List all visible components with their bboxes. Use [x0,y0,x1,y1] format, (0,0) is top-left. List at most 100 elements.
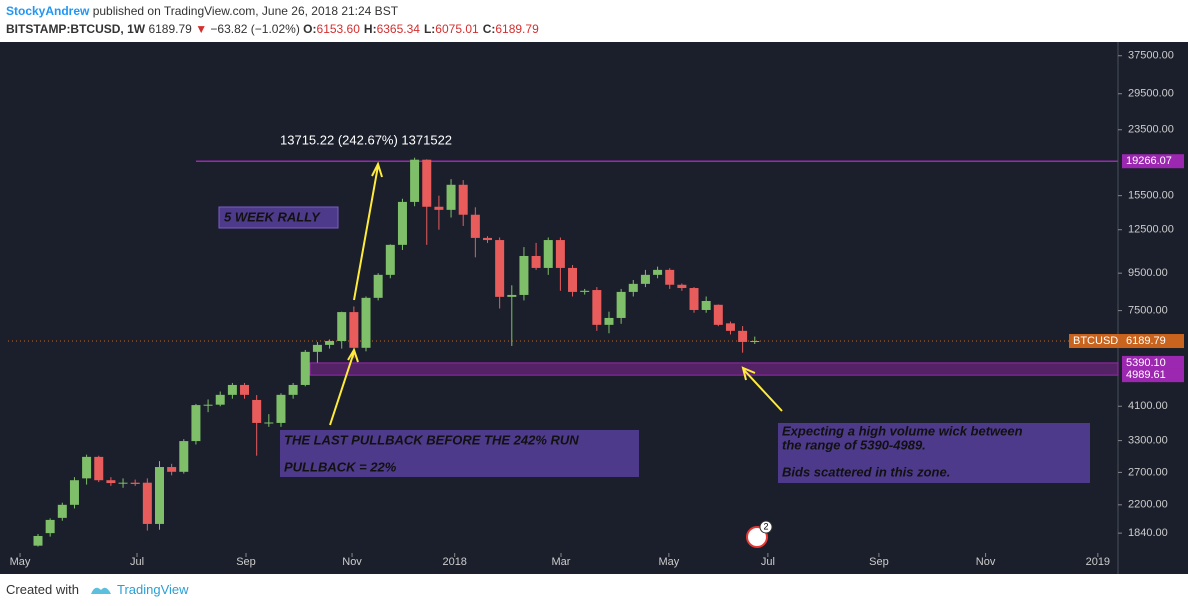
footer: Created with TradingView [0,574,1188,606]
last-price-label: 6189.79 [1126,335,1166,347]
candle-body [531,255,541,268]
y-tick-label: 1840.00 [1128,527,1168,539]
candle-body [94,456,104,481]
measure-label: 13715.22 (242.67%) 1371522 [280,132,452,147]
badge-count [759,520,773,534]
candle-body [130,482,140,484]
candle-body [276,394,286,423]
x-tick-label: 2019 [1086,556,1110,568]
candle-body [264,422,274,424]
candle-body [33,535,43,546]
candle-body [446,184,456,210]
zone-label: 5390.10 [1126,357,1166,369]
candle-body [519,255,529,295]
candle-body [82,456,92,479]
brand[interactable]: TradingView [117,582,189,597]
candle-body [373,274,383,298]
x-tick-label: Sep [236,556,256,568]
x-tick-label: May [10,556,31,568]
expect-text: the range of 5390-4989. [782,437,926,452]
candle-body [738,330,748,342]
candle-body [325,341,335,345]
y-tick-label: 7500.00 [1128,305,1168,317]
candle-body [580,290,590,292]
candle-body [118,482,128,484]
ohlc-value: 6153.60 [316,22,360,36]
candle-body [191,405,201,442]
y-tick-label: 2200.00 [1128,499,1168,511]
chart: 37500.0029500.0023500.0015500.0012500.00… [0,42,1188,574]
ohlc-value: 6365.34 [376,22,420,36]
ohlc-value: 6189.79 [495,22,539,36]
expect-text: Bids scattered in this zone. [782,464,950,479]
candle-body [750,341,760,343]
y-tick-label: 15500.00 [1128,190,1174,202]
candle-body [142,482,152,524]
arrows [329,161,783,426]
candle-body [106,480,116,484]
x-tick-label: Jul [130,556,144,568]
candle-body [604,317,614,325]
ohlc-label: O: [303,22,317,36]
y-tick-label: 12500.00 [1128,224,1174,236]
zone-label-bg [1122,368,1184,383]
candle-body [470,214,480,238]
candle-body [45,519,55,534]
candle-body [713,304,723,325]
arrow: ▼ [195,22,208,36]
change: −63.82 (−1.02%) [210,22,300,36]
candle-body [434,206,444,210]
candle-body [167,467,177,472]
y-tick-label: 2700.00 [1128,466,1168,478]
x-tick-label: Jul [761,556,775,568]
header: StockyAndrew published on TradingView.co… [0,0,1188,42]
y-tick-label: 3300.00 [1128,435,1168,447]
candle-body [422,159,432,207]
annotations: 5 WEEK RALLY THE LAST PULLBACK BEFORE TH… [218,132,1090,548]
candle-body [288,384,298,395]
candle-body [227,384,237,395]
badge-text: 2 [763,521,768,531]
logo [91,587,111,594]
x-tick-label: May [658,556,679,568]
pullback-box [280,430,639,477]
author[interactable]: StockyAndrew [6,4,90,18]
candle-body [689,288,699,310]
y-tick-label: 4100.00 [1128,400,1168,412]
candle-body [179,441,189,472]
last-price-label-bg [1122,334,1184,349]
plot-base: 37500.0029500.0023500.0015500.0012500.00… [8,50,1184,568]
publish-line: StockyAndrew published on TradingView.co… [6,4,398,18]
quote-line: BITSTAMP:BTCUSD, 1W 6189.79 ▼ −63.82 (−1… [6,22,543,36]
candle-body [240,384,250,395]
symbol: BITSTAMP:BTCUSD, 1W [6,22,146,36]
arrow [329,347,359,426]
y-tick-label: 23500.00 [1128,124,1174,136]
rally-text: 5 WEEK RALLY [224,209,321,224]
last-price-name-bg [1069,334,1122,349]
pullback-text: PULLBACK = 22% [284,459,397,474]
candle-body [568,267,578,292]
candle-body [543,240,553,268]
y-tick-label: 9500.00 [1128,267,1168,279]
candle-body [349,312,359,348]
candle-body [57,504,67,518]
candle-body [458,184,468,215]
y-tick-label: 29500.00 [1128,88,1174,100]
ohlc-label: C: [482,22,496,36]
level-label: 19266.07 [1126,155,1172,167]
expect-box [778,423,1090,483]
candle-body [397,201,407,245]
candle-body [312,344,322,352]
candle-body [628,283,638,292]
rally-box [218,206,339,229]
ohlc: O:6153.60 H:6365.34 L:6075.01 C:6189.79 [303,22,543,36]
candle-body [665,269,675,285]
pullback-text: THE LAST PULLBACK BEFORE THE 242% RUN [284,432,579,447]
ohlc-value: 6075.01 [435,22,479,36]
arrow [353,161,383,301]
candle-body [337,312,347,342]
candle-body [300,351,310,385]
candle-body [482,237,492,241]
